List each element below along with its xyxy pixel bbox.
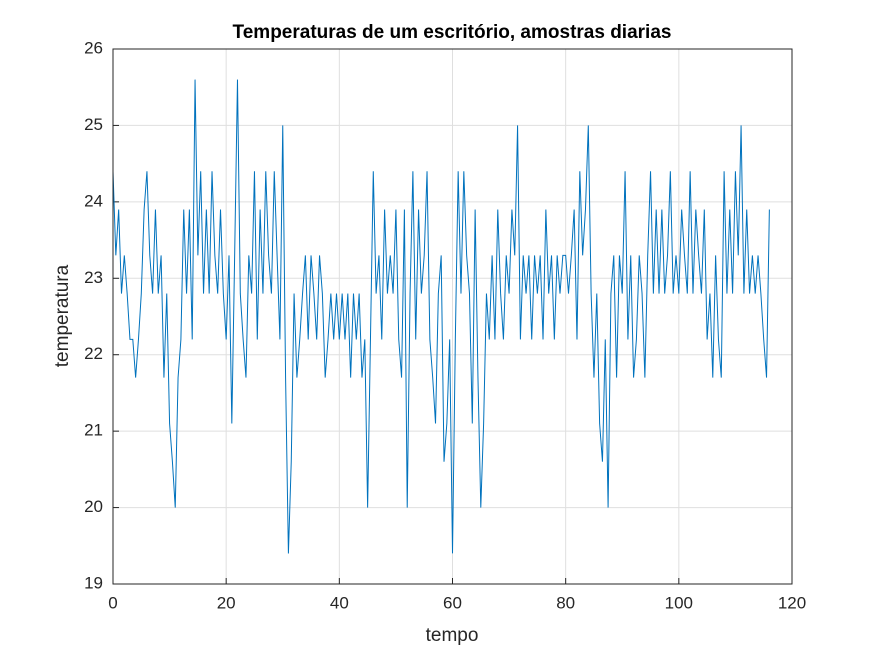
y-tick-label: 19: [84, 573, 103, 592]
y-tick-label: 22: [84, 344, 103, 363]
y-tick-label: 23: [84, 268, 103, 287]
x-tick-label: 120: [778, 593, 806, 612]
x-tick-label: 0: [108, 593, 117, 612]
y-tick-label: 26: [84, 38, 103, 57]
y-tick-label: 20: [84, 497, 103, 516]
x-tick-label: 60: [443, 593, 462, 612]
y-tick-label: 25: [84, 115, 103, 134]
y-axis-label: temperatura: [52, 264, 73, 367]
y-tick-label: 24: [84, 191, 103, 210]
data-line: [112, 79, 770, 554]
x-axis-label: tempo: [426, 625, 479, 646]
chart-title: Temperaturas de um escritório, amostras …: [233, 22, 672, 43]
x-tick-label: 80: [556, 593, 575, 612]
y-tick-label: 21: [84, 421, 103, 440]
axes-box: [112, 48, 793, 585]
x-tick-label: 40: [330, 593, 349, 612]
x-tick-label: 20: [217, 593, 236, 612]
x-tick-label: 100: [665, 593, 693, 612]
